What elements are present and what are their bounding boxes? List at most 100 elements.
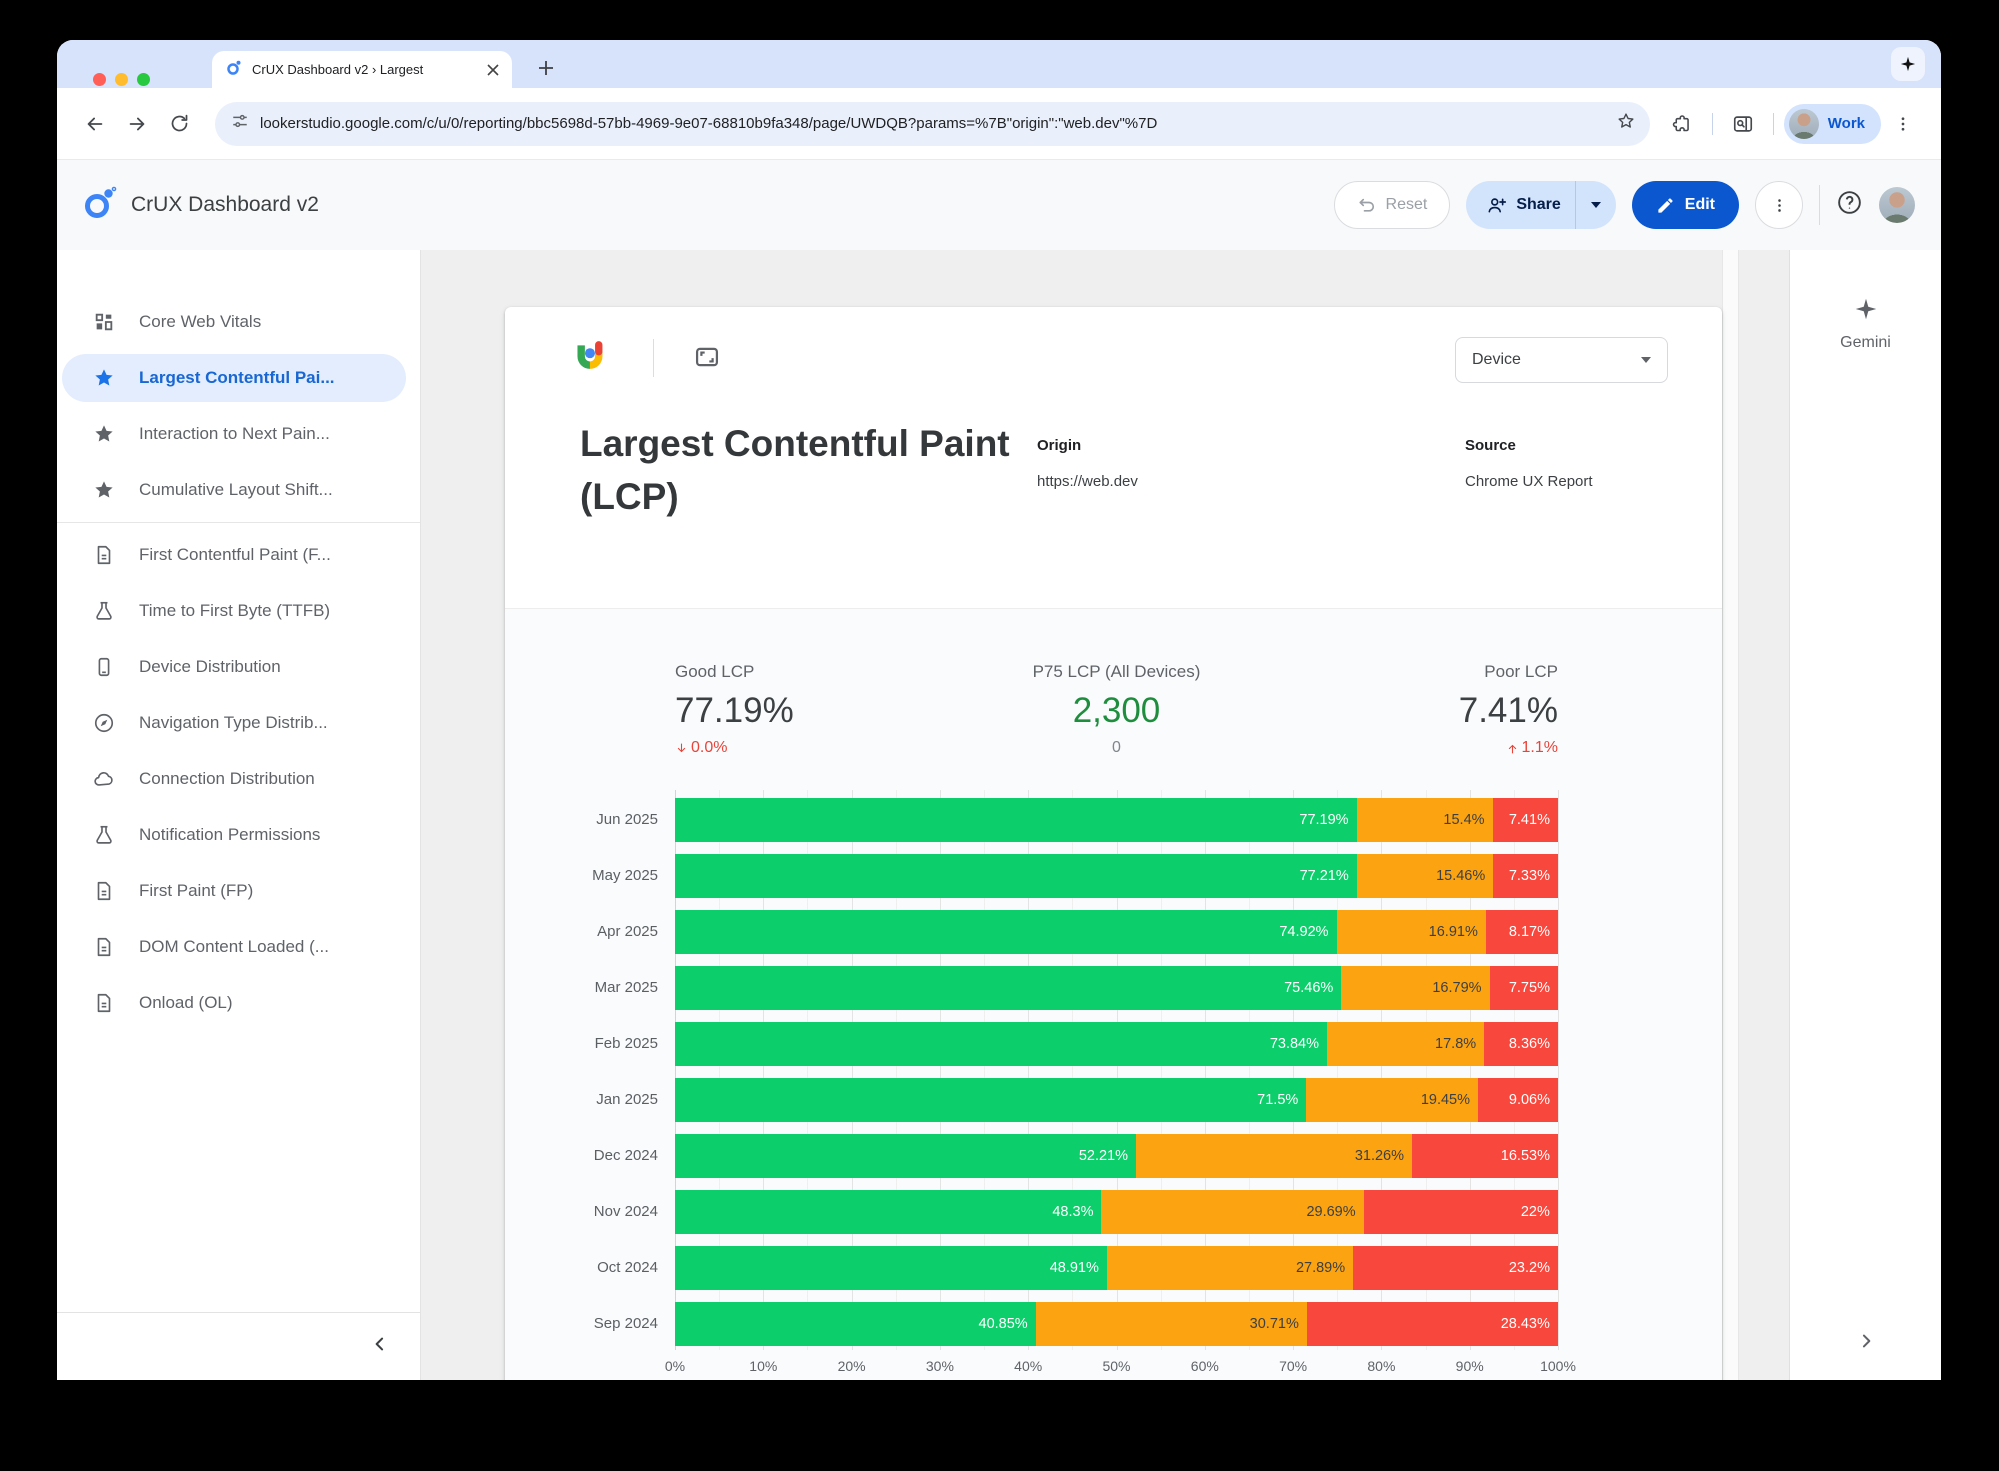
bar-segment-poor[interactable]: 23.2% bbox=[1353, 1246, 1558, 1290]
more-options-icon[interactable] bbox=[1755, 181, 1803, 229]
tab-title: CrUX Dashboard v2 › Largest bbox=[252, 62, 424, 77]
fullscreen-icon[interactable] bbox=[693, 343, 721, 376]
bar-segment-poor[interactable]: 22% bbox=[1363, 1190, 1558, 1234]
bar-segment-poor[interactable]: 8.36% bbox=[1484, 1022, 1558, 1066]
next-page-icon[interactable] bbox=[1856, 1331, 1876, 1356]
report-page-card: Device Largest Contentful Paint (LCP) Or… bbox=[505, 307, 1722, 1380]
x-axis-tick: 100% bbox=[1540, 1358, 1576, 1374]
flask-icon bbox=[93, 824, 115, 846]
x-axis-tick: 60% bbox=[1190, 1358, 1219, 1374]
bar-segment-poor[interactable]: 28.43% bbox=[1306, 1302, 1558, 1346]
browser-toolbar: lookerstudio.google.com/c/u/0/reporting/… bbox=[57, 88, 1941, 160]
collapse-sidebar-icon[interactable] bbox=[370, 1334, 390, 1359]
share-split-button[interactable]: Share bbox=[1466, 181, 1616, 229]
sidebar-item[interactable]: Device Distribution bbox=[62, 643, 406, 691]
sidebar-item-label: Interaction to Next Pain... bbox=[139, 424, 330, 443]
sidebar-item[interactable]: Navigation Type Distrib... bbox=[62, 699, 406, 747]
device-filter-dropdown[interactable]: Device bbox=[1455, 337, 1668, 383]
sidebar-item[interactable]: Cumulative Layout Shift... bbox=[62, 466, 406, 514]
sidebar-item-label: Largest Contentful Pai... bbox=[139, 368, 335, 387]
sidebar-item[interactable]: Notification Permissions bbox=[62, 811, 406, 859]
bar-segment-good[interactable]: 74.92% bbox=[675, 910, 1337, 954]
bar-segment-needs-improvement[interactable]: 15.46% bbox=[1356, 854, 1494, 898]
bar-track: 48.3% 29.69% 22% bbox=[675, 1190, 1558, 1234]
url-text[interactable]: lookerstudio.google.com/c/u/0/reporting/… bbox=[260, 115, 1158, 132]
doc-icon bbox=[93, 936, 115, 958]
share-button[interactable]: Share bbox=[1466, 195, 1574, 216]
bar-segment-good[interactable]: 77.21% bbox=[675, 854, 1357, 898]
sidebar-item[interactable]: DOM Content Loaded (... bbox=[62, 923, 406, 971]
bar-segment-poor[interactable]: 7.41% bbox=[1492, 798, 1558, 842]
share-dropdown-icon[interactable] bbox=[1576, 202, 1616, 208]
browser-ai-sparkle-icon[interactable] bbox=[1891, 47, 1925, 81]
bar-segment-poor[interactable]: 8.17% bbox=[1485, 910, 1558, 954]
gridline bbox=[1248, 790, 1250, 1350]
close-window-icon[interactable] bbox=[93, 73, 106, 86]
minimize-window-icon[interactable] bbox=[115, 73, 128, 86]
phone-icon bbox=[93, 656, 115, 678]
bar-segment-good[interactable]: 48.91% bbox=[675, 1246, 1107, 1290]
browser-menu-icon[interactable] bbox=[1883, 104, 1923, 144]
bar-segment-needs-improvement[interactable]: 17.8% bbox=[1327, 1022, 1485, 1066]
omnibox[interactable]: lookerstudio.google.com/c/u/0/reporting/… bbox=[215, 101, 1650, 146]
x-axis-tick: 0% bbox=[664, 1358, 686, 1374]
reset-button[interactable]: Reset bbox=[1333, 181, 1451, 229]
bar-segment-needs-improvement[interactable]: 31.26% bbox=[1136, 1134, 1413, 1178]
edit-button[interactable]: Edit bbox=[1631, 181, 1739, 229]
tab-close-icon[interactable] bbox=[484, 61, 502, 79]
back-icon[interactable] bbox=[75, 104, 115, 144]
star-icon bbox=[93, 423, 115, 445]
new-tab-button[interactable] bbox=[533, 55, 559, 81]
bar-segment-good[interactable]: 71.5% bbox=[675, 1078, 1307, 1122]
bookmark-star-icon[interactable] bbox=[1616, 111, 1636, 136]
forward-icon[interactable] bbox=[117, 104, 157, 144]
sidebar-item[interactable]: Core Web Vitals bbox=[62, 298, 406, 346]
bar-segment-good[interactable]: 77.19% bbox=[675, 798, 1357, 842]
bar-segment-good[interactable]: 75.46% bbox=[675, 966, 1342, 1010]
bar-track: 77.19% 15.4% 7.41% bbox=[675, 798, 1558, 842]
bar-segment-poor[interactable]: 7.33% bbox=[1493, 854, 1558, 898]
sidebar-item[interactable]: Onload (OL) bbox=[62, 979, 406, 1027]
chart-bar-row: Oct 2024 48.91% 27.89% 23.2% bbox=[522, 1246, 1722, 1290]
profile-chip[interactable]: Work bbox=[1783, 103, 1881, 144]
sidebar-item[interactable]: First Paint (FP) bbox=[62, 867, 406, 915]
sidebar-item[interactable]: Connection Distribution bbox=[62, 755, 406, 803]
sidebar-item[interactable]: Largest Contentful Pai... bbox=[62, 354, 406, 402]
bar-segment-poor[interactable]: 9.06% bbox=[1478, 1078, 1558, 1122]
doc-icon bbox=[93, 544, 115, 566]
bar-segment-good[interactable]: 40.85% bbox=[675, 1302, 1036, 1346]
bar-segment-needs-improvement[interactable]: 30.71% bbox=[1035, 1302, 1307, 1346]
account-avatar[interactable] bbox=[1879, 187, 1915, 223]
extensions-icon[interactable] bbox=[1662, 104, 1702, 144]
chart-rows: Jun 2025 77.19% 15.4% 7.41% May 2025 77.21% 15… bbox=[522, 798, 1722, 1346]
report-scrollbar[interactable] bbox=[1722, 250, 1739, 1380]
bar-segment-needs-improvement[interactable]: 16.91% bbox=[1336, 910, 1486, 954]
bar-segment-good[interactable]: 73.84% bbox=[675, 1022, 1327, 1066]
bar-segment-needs-improvement[interactable]: 19.45% bbox=[1306, 1078, 1479, 1122]
bar-segment-good[interactable]: 52.21% bbox=[675, 1134, 1136, 1178]
browser-tab[interactable]: CrUX Dashboard v2 › Largest bbox=[212, 51, 512, 88]
bar-segment-needs-improvement[interactable]: 27.89% bbox=[1106, 1246, 1354, 1290]
site-settings-icon[interactable] bbox=[231, 112, 249, 135]
help-icon[interactable] bbox=[1836, 189, 1863, 221]
bar-segment-poor[interactable]: 16.53% bbox=[1412, 1134, 1558, 1178]
sidebar-item-label: Connection Distribution bbox=[139, 769, 315, 788]
gemini-panel-toggle[interactable]: Gemini bbox=[1790, 296, 1941, 352]
scorecards: Good LCP 77.19% 0.0% P75 LCP (All Device… bbox=[675, 662, 1558, 757]
bar-segment-needs-improvement[interactable]: 16.79% bbox=[1341, 966, 1490, 1010]
bar-segment-poor[interactable]: 7.75% bbox=[1489, 966, 1558, 1010]
sidebar-item[interactable]: First Contentful Paint (F... bbox=[62, 531, 406, 579]
bar-segment-needs-improvement[interactable]: 15.4% bbox=[1356, 798, 1493, 842]
side-panel-search-icon[interactable] bbox=[1723, 104, 1763, 144]
window-controls[interactable] bbox=[93, 73, 150, 86]
card-header-divider bbox=[653, 339, 654, 377]
sidebar-item[interactable]: Time to First Byte (TTFB) bbox=[62, 587, 406, 635]
zoom-window-icon[interactable] bbox=[137, 73, 150, 86]
sidebar-item-label: First Contentful Paint (F... bbox=[139, 545, 331, 564]
bar-track: 74.92% 16.91% 8.17% bbox=[675, 910, 1558, 954]
crux-logo-icon bbox=[571, 337, 608, 379]
reload-icon[interactable] bbox=[159, 104, 199, 144]
bar-segment-good[interactable]: 48.3% bbox=[675, 1190, 1102, 1234]
bar-segment-needs-improvement[interactable]: 29.69% bbox=[1101, 1190, 1364, 1234]
sidebar-item[interactable]: Interaction to Next Pain... bbox=[62, 410, 406, 458]
